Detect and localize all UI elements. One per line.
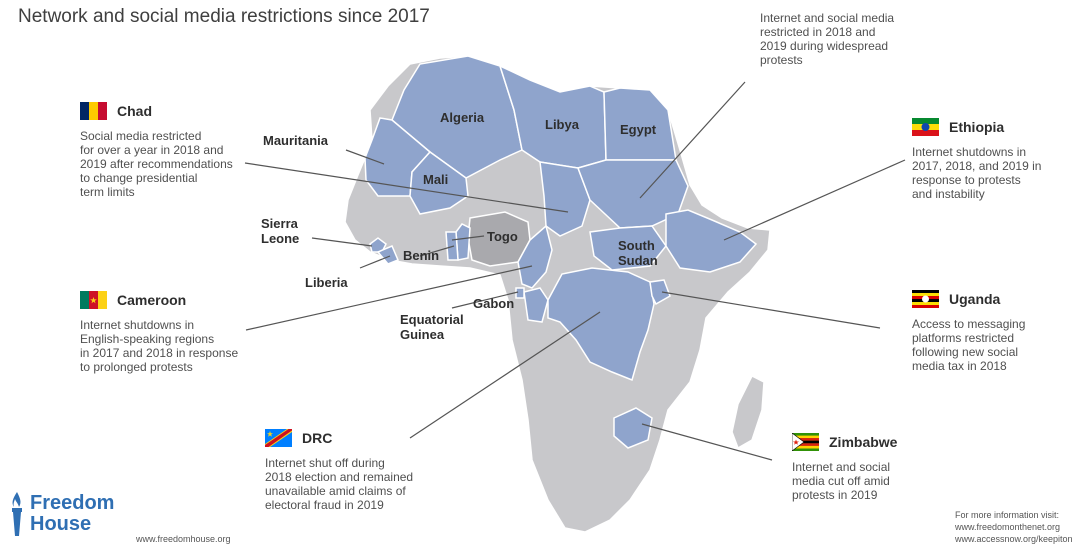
map-label-egypt: Egypt <box>620 122 657 137</box>
map-label-algeria: Algeria <box>440 110 485 125</box>
leader-line-mauritania <box>345 149 385 165</box>
uganda-shape <box>649 279 671 306</box>
cameroon-shape <box>517 224 553 289</box>
liberia-shape <box>376 245 399 265</box>
uganda-flag-icon <box>912 290 939 308</box>
leader-line-uganda <box>661 291 881 329</box>
map-label-mauritania: Mauritania <box>263 133 329 148</box>
leader-line-chad <box>244 162 569 213</box>
uganda-desc: Access to messaging platforms restricted… <box>912 317 1026 373</box>
eq-guinea-shape <box>515 287 525 299</box>
ethiopia-name: Ethiopia <box>949 119 1005 135</box>
zimbabwe-desc: Internet and social media cut off amid p… <box>792 460 891 502</box>
map-label-benin: Benin <box>403 248 440 263</box>
leader-line-sierra-leone <box>311 237 373 247</box>
zimbabwe-name: Zimbabwe <box>829 434 898 450</box>
mali-shape <box>409 150 469 215</box>
cameroon-flag-icon <box>80 291 107 309</box>
leader-line-benin <box>419 245 455 257</box>
cameroon-desc: Internet shutdowns in English-speaking r… <box>80 318 239 374</box>
leader-line-ethiopia <box>723 159 906 241</box>
leader-line-togo <box>451 235 485 241</box>
logo-text: Freedom House <box>30 492 115 535</box>
website-text: www.freedomhouse.org <box>136 534 231 544</box>
leader-line-eq-guinea <box>451 291 519 309</box>
freedom-house-logo: Freedom House <box>10 490 114 538</box>
more-info-text: For more information visit: www.freedomo… <box>955 510 1073 544</box>
cameroon-name: Cameroon <box>117 292 187 308</box>
chad-name: Chad <box>117 103 152 119</box>
ethiopia-flag-icon <box>912 118 939 136</box>
cameroon-block: Cameroon Internet shutdowns in English-s… <box>80 290 280 374</box>
zimbabwe-flag-icon <box>792 433 819 451</box>
map-label-togo: Togo <box>487 229 518 244</box>
gabon-shape <box>523 287 549 323</box>
map-label-gabon: Gabon <box>473 296 515 311</box>
sudan-note: Internet and social media restricted in … <box>760 11 895 67</box>
ethiopia-shape <box>665 209 758 273</box>
drc-shape <box>547 267 655 382</box>
zimbabwe-block: Zimbabwe Internet and social media cut o… <box>792 432 992 502</box>
leader-lines <box>244 81 906 461</box>
uganda-name: Uganda <box>949 291 1001 307</box>
leader-line-zimbabwe <box>641 423 773 461</box>
zimbabwe-shape <box>613 407 653 449</box>
drc-flag-icon <box>265 429 292 447</box>
madagascar <box>731 374 765 450</box>
leader-line-cameroon <box>245 265 533 331</box>
leader-line-top <box>639 81 746 199</box>
map-label-south-sudan: South Sudan <box>618 238 658 268</box>
ethiopia-block: Ethiopia Internet shutdowns in 2017, 201… <box>912 117 1084 201</box>
torch-icon <box>12 492 22 536</box>
uganda-block: Uganda Access to messaging platforms res… <box>912 289 1084 373</box>
map-label-libya: Libya <box>545 117 579 132</box>
map-label-mali: Mali <box>423 172 449 187</box>
leader-line-liberia <box>359 255 391 269</box>
south-sudan-shape <box>589 225 667 271</box>
chad-block: Chad Social media restricted for over a … <box>80 101 280 199</box>
drc-desc: Internet shut off during 2018 election a… <box>265 456 414 512</box>
leader-line-drc <box>409 311 601 439</box>
map-label-sierra-leone: Sierra Leone <box>261 216 300 246</box>
ethiopia-desc: Internet shutdowns in 2017, 2018, and 20… <box>912 145 1042 201</box>
highlighted-countries <box>364 55 758 449</box>
drc-block: DRC Internet shut off during 2018 electi… <box>265 428 465 512</box>
map-label-equatorial-guinea: Equatorial Guinea <box>400 312 464 342</box>
chad-desc: Social media restricted for over a year … <box>80 129 233 199</box>
drc-name: DRC <box>302 430 333 446</box>
sierra-leone-shape <box>369 237 387 253</box>
map-label-liberia: Liberia <box>305 275 348 290</box>
chad-flag-icon <box>80 102 107 120</box>
page-title: Network and social media restrictions si… <box>18 6 430 27</box>
